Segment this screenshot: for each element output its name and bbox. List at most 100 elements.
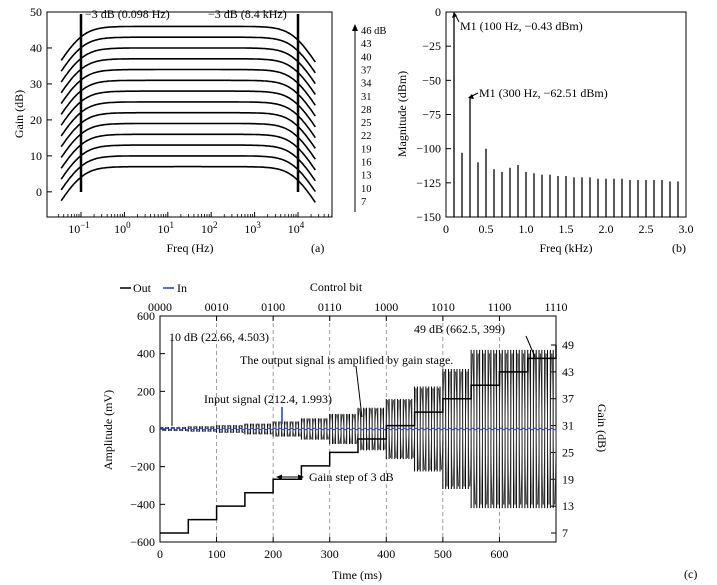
panel-c-annotation-amplified: The output signal is amplified by gain s… — [240, 353, 453, 367]
panel-c-series-in — [159, 427, 557, 431]
panel-a-level-label: 19 — [361, 144, 372, 155]
panel-b-y-tick-label: −125 — [416, 176, 441, 190]
panel-a-x-tick-label: 100 — [114, 220, 131, 236]
panel-a-gain-curve — [60, 79, 316, 117]
panel-a-y-tick-label: 0 — [36, 185, 42, 199]
panel-a-level-label: 25 — [361, 118, 372, 129]
panel-a-level-label: 16 — [361, 158, 372, 169]
panel-b-y-tick-label: −150 — [416, 210, 441, 224]
panel-c-y2-axis-label: Gain (dB) — [595, 404, 609, 452]
panel-c-y-tick-label: 600 — [137, 309, 155, 323]
panel-c-x-tick-label: 0 — [157, 547, 163, 561]
panel-c-y2-tick-label: 19 — [562, 472, 574, 486]
panel-a: 0 10 20 30 40 50 10−1 100 101 102 103 104 46 dB 43 4… — [12, 5, 386, 255]
panel-a-level-label: 10 — [361, 184, 372, 195]
panel-a-gain-curve — [60, 68, 316, 106]
panel-b-y-tick-label: −100 — [416, 142, 441, 156]
panel-b-marker-arrowhead-2 — [468, 94, 474, 99]
panel-c-y-tick-label: 200 — [137, 384, 155, 398]
panel-a-y-tick-label: 10 — [30, 149, 42, 163]
panel-a-level-label: 34 — [361, 79, 372, 90]
panel-b-y-tick-label: 0 — [435, 5, 441, 19]
panel-c-top-tick-label: 1010 — [431, 300, 455, 314]
panel-c-y2-tick-label: 37 — [562, 392, 574, 406]
panel-c-x-tick-label: 300 — [321, 547, 339, 561]
panel-c-panel-label: (c) — [684, 567, 697, 581]
panel-c-annotation-10db: 10 dB (22.66, 4.503) — [169, 330, 269, 344]
panel-c-x-tick-label: 600 — [490, 547, 508, 561]
panel-a-gain-curve — [60, 47, 316, 85]
panel-b-y-tick-label: −75 — [422, 108, 441, 122]
panel-c-y2-tick-label: 49 — [562, 338, 574, 352]
panel-a-gain-curve — [60, 165, 316, 203]
panel-c-y2-tick-label: 25 — [562, 445, 574, 459]
panel-c-top-tick-label: 1110 — [544, 300, 567, 314]
panel-a-level-label: 13 — [361, 171, 372, 182]
panel-b-x-tick-label: 1.0 — [519, 222, 534, 236]
panel-c-x-tick-label: 400 — [377, 547, 395, 561]
panel-c-y-tick-label: −200 — [130, 460, 155, 474]
panel-c-y2-tick-label: 7 — [562, 526, 568, 540]
panel-a-x-axis-label: Freq (Hz) — [167, 241, 214, 255]
panel-a-gain-curve — [60, 133, 316, 171]
panel-c-y-tick-label: −600 — [130, 535, 155, 549]
panel-c-top-tick-label: 0100 — [261, 300, 285, 314]
panel-a-x-tick-label: 101 — [158, 220, 175, 236]
panel-c-top-axis-label: Control bit — [310, 280, 363, 294]
panel-c-x-axis-label: Time (ms) — [332, 568, 382, 582]
panel-a-y-tick-label: 40 — [30, 41, 42, 55]
panel-c-gain-staircase — [160, 345, 557, 534]
panel-b-marker-arrowhead-1 — [452, 12, 457, 18]
panel-b-panel-label: (b) — [672, 241, 686, 255]
panel-c-legend-in-label: In — [177, 281, 187, 295]
panel-c-annotation-amplified-pointer — [355, 365, 363, 418]
panel-a-gain-curve — [60, 58, 316, 95]
panel-b-x-axis-label: Freq (kHz) — [540, 241, 593, 255]
panel-a-gain-curve — [60, 90, 316, 128]
panel-c-top-tick-label: 1000 — [374, 300, 398, 314]
panel-a-level-axis-arrowhead — [352, 24, 358, 31]
panel-a-x-tick-label: 10−1 — [68, 220, 90, 236]
panel-c-x-tick-label: 100 — [208, 547, 226, 561]
panel-c-y-tick-label: −400 — [130, 497, 155, 511]
panel-b-y-axis-label: Magnitude (dBm) — [395, 71, 409, 157]
panel-a-gain-curve — [60, 122, 316, 160]
panel-c-y-tick-label: 400 — [137, 347, 155, 361]
panel-b: 0 −25 −50 −75 −100 −125 −150 0 0.5 1.0 1.5 2.0 2.5 3… — [395, 5, 694, 255]
panel-a-y-axis-label: Gain (dB) — [12, 90, 26, 138]
panel-a-level-label: 43 — [361, 39, 372, 50]
panel-c-gain-step-arrowhead-right — [298, 474, 304, 480]
panel-a-gain-curve — [60, 155, 316, 193]
panel-b-x-tick-label: 0 — [443, 222, 449, 236]
panel-a-level-label: 37 — [361, 65, 372, 76]
panel-c-x-tick-label: 500 — [434, 547, 452, 561]
panel-a-gain-curve — [60, 101, 316, 139]
panel-b-y-tick-label: −25 — [422, 39, 441, 53]
panel-c-y-axis-label: Amplitude (mV) — [101, 390, 115, 470]
panel-a-y-tick-label: 50 — [30, 5, 42, 19]
panel-b-annotation-1: M1 (100 Hz, −0.43 dBm) — [460, 19, 583, 33]
panel-b-x-tick-label: 2.5 — [639, 222, 654, 236]
panel-c-annotation-input: Input signal (212.4, 1.993) — [204, 392, 332, 406]
panel-c-top-tick-label: 1100 — [488, 300, 512, 314]
panel-b-x-tick-label: 3.0 — [679, 222, 694, 236]
panel-a-level-label: 40 — [361, 52, 372, 63]
panel-a-y-tick-label: 30 — [30, 77, 42, 91]
panel-c-y-tick-label: 0 — [149, 422, 155, 436]
panel-c-y2-tick-label: 13 — [562, 499, 574, 513]
panel-c-annotation-49db-pointer — [525, 335, 536, 358]
panel-c-legend-out-label: Out — [133, 281, 152, 295]
panel-c-x-tick-label: 200 — [264, 547, 282, 561]
panel-c-top-tick-label: 0110 — [318, 300, 342, 314]
panel-a-level-label: 46 dB — [361, 26, 386, 37]
panel-a-gain-curve — [60, 36, 316, 74]
panel-a-level-label: 7 — [361, 197, 366, 208]
panel-a-plot-frame — [46, 11, 333, 218]
panel-a-x-tick-label: 104 — [288, 220, 305, 236]
panel-a-level-label: 31 — [361, 92, 372, 103]
panel-a-level-label: 28 — [361, 105, 372, 116]
panel-c-gain-step-arrowhead-left — [276, 474, 282, 480]
panel-b-x-tick-label: 1.5 — [559, 222, 574, 236]
